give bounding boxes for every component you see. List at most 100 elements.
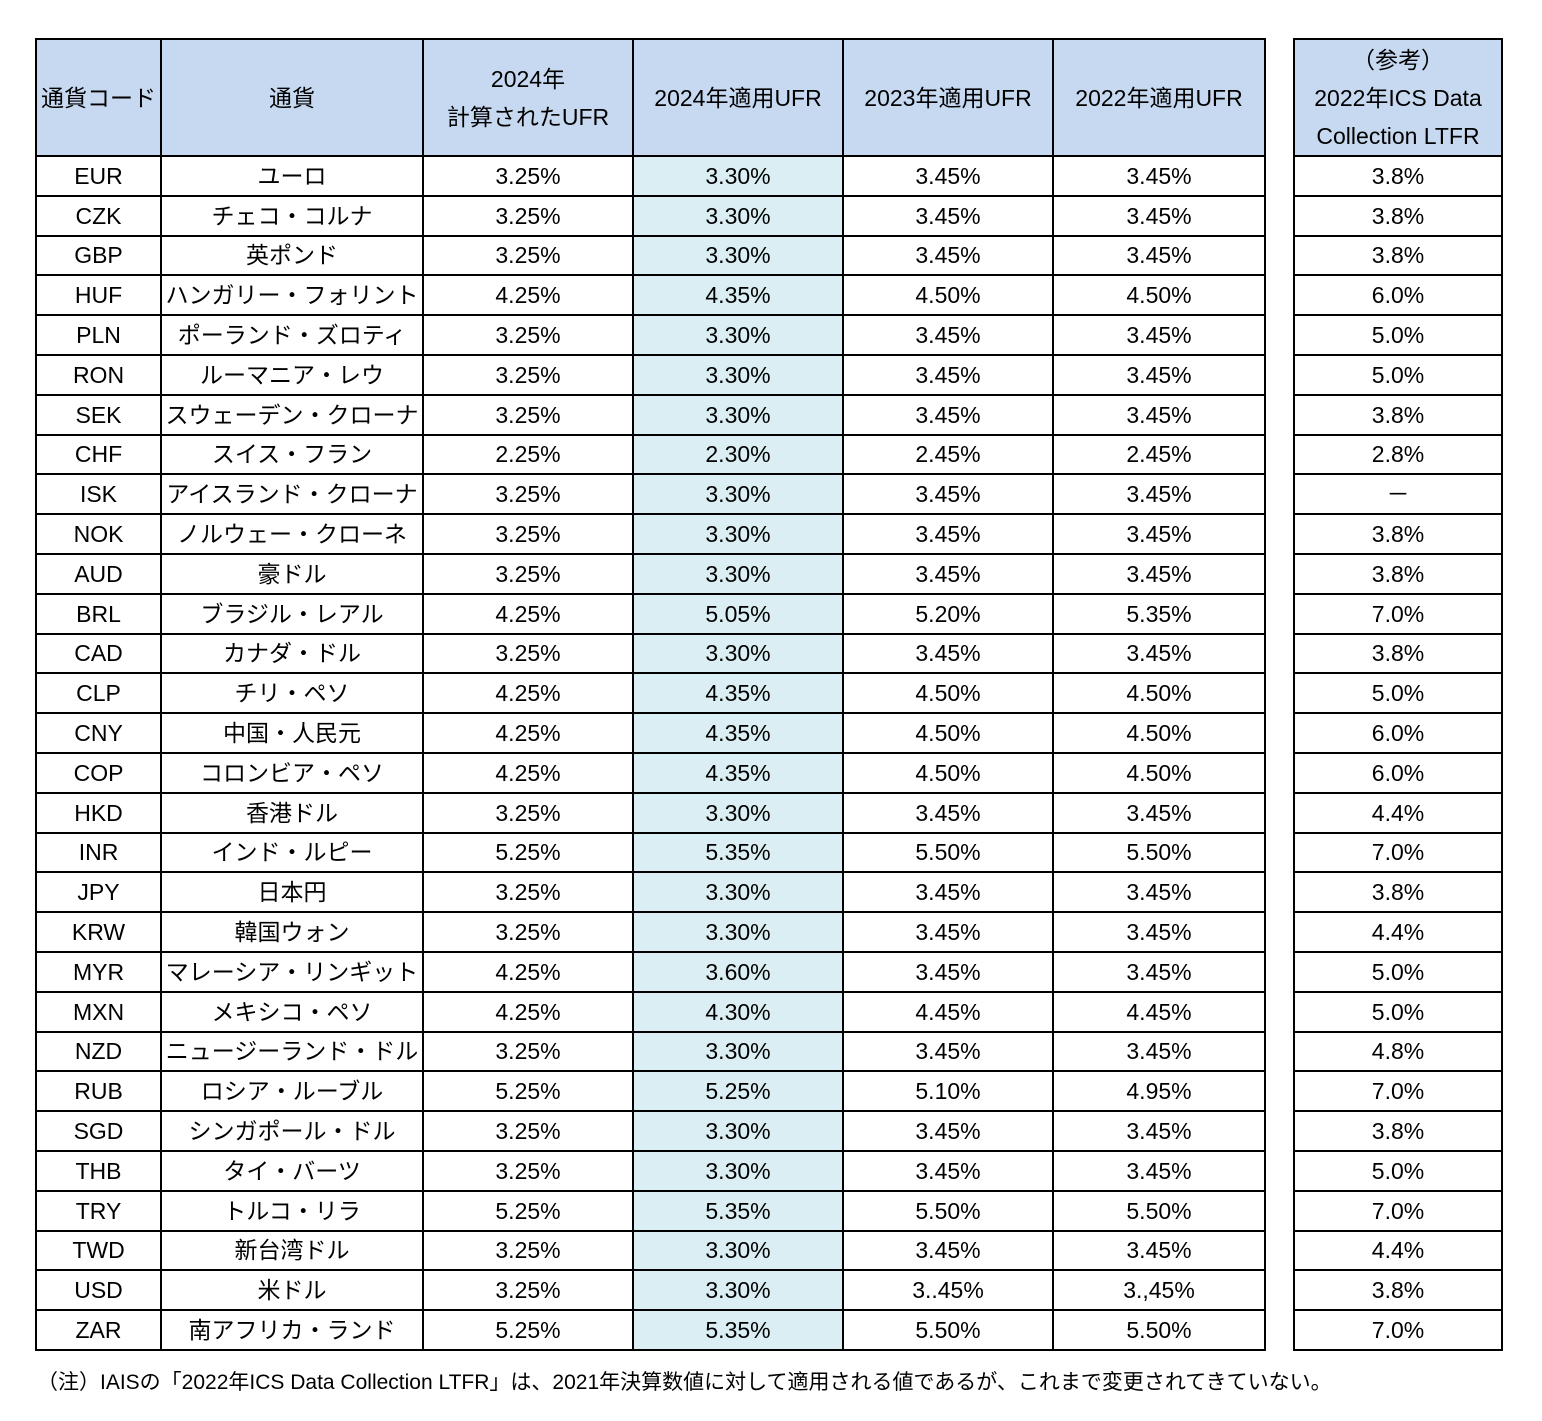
table-cell: ニュージーランド・ドル bbox=[160, 1030, 424, 1073]
table-row: RUB ロシア・ルーブル 5.25% 5.25% 5.10% 4.95% bbox=[35, 1070, 1266, 1113]
table-cell: 3.30% bbox=[632, 473, 844, 516]
table-cell: 2.25% bbox=[422, 433, 634, 476]
table-cell: SEK bbox=[35, 393, 162, 436]
table-cell: 3.45% bbox=[842, 950, 1054, 993]
table-row: CLP チリ・ペソ 4.25% 4.35% 4.50% 4.50% bbox=[35, 672, 1266, 715]
table-cell: 3.25% bbox=[422, 234, 634, 277]
table-cell: 3.8% bbox=[1293, 1110, 1503, 1152]
table-cell: 4.50% bbox=[1052, 672, 1266, 715]
table-cell: 5.0% bbox=[1293, 672, 1503, 715]
table-row: SEK スウェーデン・クローナ 3.25% 3.30% 3.45% 3.45% bbox=[35, 393, 1266, 436]
table-cell: 3.30% bbox=[632, 155, 844, 197]
table-cell: 3.25% bbox=[422, 194, 634, 237]
table-cell: 3.30% bbox=[632, 234, 844, 277]
table-row: 3.8% bbox=[1293, 552, 1503, 595]
table-cell: 4.45% bbox=[842, 990, 1054, 1033]
table-cell: チリ・ペソ bbox=[160, 672, 424, 715]
table-cell: 3.30% bbox=[632, 911, 844, 953]
table-cell: 4.4% bbox=[1293, 791, 1503, 834]
header-row: 通貨コード 通貨 2024年 計算されたUFR 2024年適用UFR 2023年適用UF… bbox=[35, 38, 1266, 157]
table-cell: RON bbox=[35, 353, 162, 396]
table-cell: 3.25% bbox=[422, 911, 634, 953]
table-row: BRL ブラジル・レアル 4.25% 5.05% 5.20% 5.35% bbox=[35, 592, 1266, 635]
table-cell: PLN bbox=[35, 314, 162, 356]
table-cell: 3.8% bbox=[1293, 632, 1503, 675]
table-cell: 4.50% bbox=[1052, 274, 1266, 317]
table-row: 3.8% bbox=[1293, 194, 1503, 237]
table-row: 6.0% bbox=[1293, 751, 1503, 794]
table-cell: GBP bbox=[35, 234, 162, 277]
table-cell: 5.25% bbox=[422, 831, 634, 874]
table-cell: 2.30% bbox=[632, 433, 844, 476]
table-row: SGD シンガポール・ドル 3.25% 3.30% 3.45% 3.45% bbox=[35, 1110, 1266, 1152]
table-cell: RUB bbox=[35, 1070, 162, 1113]
table-cell: 3.30% bbox=[632, 1229, 844, 1272]
table-cell: 3.45% bbox=[842, 513, 1054, 555]
table-cell: 3.45% bbox=[1052, 194, 1266, 237]
table-row: AUD 豪ドル 3.25% 3.30% 3.45% 3.45% bbox=[35, 552, 1266, 595]
table-cell: 5.0% bbox=[1293, 950, 1503, 993]
table-cell: 3.25% bbox=[422, 871, 634, 914]
table-cell: 3.30% bbox=[632, 552, 844, 595]
table-row: 3.8% bbox=[1293, 513, 1503, 555]
table-cell: 7.0% bbox=[1293, 1070, 1503, 1113]
table-cell: 3.8% bbox=[1293, 393, 1503, 436]
table-cell: 3.30% bbox=[632, 194, 844, 237]
table-cell: スイス・フラン bbox=[160, 433, 424, 476]
table-cell: 3.25% bbox=[422, 353, 634, 396]
table-cell: 3.30% bbox=[632, 1030, 844, 1073]
table-cell: 3.45% bbox=[1052, 353, 1266, 396]
table-cell: COP bbox=[35, 751, 162, 794]
table-cell: 7.0% bbox=[1293, 831, 1503, 874]
table-row: 3.8% bbox=[1293, 632, 1503, 675]
table-cell: 4.25% bbox=[422, 950, 634, 993]
table-cell: マレーシア・リンギット bbox=[160, 950, 424, 993]
table-row: NZD ニュージーランド・ドル 3.25% 3.30% 3.45% 3.45% bbox=[35, 1030, 1266, 1073]
table-cell: 3.45% bbox=[1052, 911, 1266, 953]
table-cell: 3.25% bbox=[422, 1229, 634, 1272]
table-row: EUR ユーロ 3.25% 3.30% 3.45% 3.45% bbox=[35, 155, 1266, 197]
table-cell: MXN bbox=[35, 990, 162, 1033]
table-cell: ISK bbox=[35, 473, 162, 516]
header-cell: 2024年適用UFR bbox=[632, 38, 844, 157]
table-cell: ブラジル・レアル bbox=[160, 592, 424, 635]
table-cell: CNY bbox=[35, 712, 162, 754]
table-cell: アイスランド・クローナ bbox=[160, 473, 424, 516]
table-cell: インド・ルピー bbox=[160, 831, 424, 874]
table-cell: 3..45% bbox=[842, 1269, 1054, 1312]
table-row: 5.0% bbox=[1293, 314, 1503, 356]
table-cell: コロンビア・ペソ bbox=[160, 751, 424, 794]
table-row: MXN メキシコ・ペソ 4.25% 4.30% 4.45% 4.45% bbox=[35, 990, 1266, 1033]
table-cell: 4.35% bbox=[632, 672, 844, 715]
table-cell: 4.95% bbox=[1052, 1070, 1266, 1113]
table-cell: 3.25% bbox=[422, 314, 634, 356]
table-cell: 5.50% bbox=[842, 1189, 1054, 1232]
table-cell: 3.45% bbox=[842, 871, 1054, 914]
table-cell: NOK bbox=[35, 513, 162, 555]
table-cell: 3.45% bbox=[842, 791, 1054, 834]
table-cell: 米ドル bbox=[160, 1269, 424, 1312]
table-cell: 3.45% bbox=[842, 234, 1054, 277]
table-cell: 4.25% bbox=[422, 672, 634, 715]
table-cell: 3.30% bbox=[632, 1110, 844, 1152]
reference-table: （参考） 2022年ICS Data Collection LTFR 3.8% 3… bbox=[1293, 38, 1503, 1351]
table-row: 7.0% bbox=[1293, 1070, 1503, 1113]
table-cell: 日本円 bbox=[160, 871, 424, 914]
table-cell: 3.45% bbox=[1052, 234, 1266, 277]
table-cell: 3.45% bbox=[1052, 871, 1266, 914]
table-cell: 2.45% bbox=[842, 433, 1054, 476]
table-cell: 3.8% bbox=[1293, 234, 1503, 277]
table-cell: 3.8% bbox=[1293, 155, 1503, 197]
table-cell: THB bbox=[35, 1149, 162, 1192]
table-cell: 4.30% bbox=[632, 990, 844, 1033]
table-row: JPY 日本円 3.25% 3.30% 3.45% 3.45% bbox=[35, 871, 1266, 914]
table-cell: 4.25% bbox=[422, 751, 634, 794]
table-cell: 3.25% bbox=[422, 393, 634, 436]
table-cell: 5.50% bbox=[1052, 831, 1266, 874]
table-row: 7.0% bbox=[1293, 1309, 1503, 1351]
table-cell: 3.45% bbox=[842, 393, 1054, 436]
table-cell: KRW bbox=[35, 911, 162, 953]
table-cell: タイ・バーツ bbox=[160, 1149, 424, 1192]
table-cell: 3.25% bbox=[422, 473, 634, 516]
table-cell: TWD bbox=[35, 1229, 162, 1272]
